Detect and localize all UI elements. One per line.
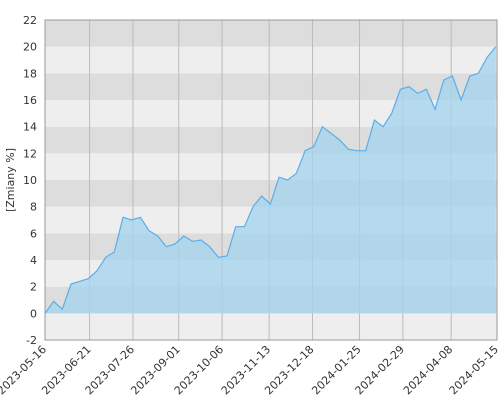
area	[45, 46, 496, 314]
y-axis-label: [Zmiany %]	[4, 148, 17, 212]
y-tick-label: 12	[23, 147, 37, 160]
line	[44, 46, 497, 314]
y-tick-label: 6	[30, 227, 37, 240]
grid-band	[45, 313, 497, 340]
x-tick-label: 2024-05-15	[447, 343, 500, 397]
y-tick-label: 18	[23, 67, 37, 80]
y-tick-label: 14	[23, 121, 37, 134]
y-tick-label: -2	[26, 334, 37, 347]
plot-border	[44, 19, 498, 341]
y-tick-label: 2	[30, 281, 37, 294]
grid-band	[45, 46, 497, 74]
y-tick-label: 4	[30, 254, 37, 267]
y-tick-label: 10	[23, 174, 37, 187]
y-tick-label: 22	[23, 14, 37, 27]
y-tick-label: 16	[23, 94, 37, 107]
grid-band	[45, 20, 497, 47]
y-tick-label: 20	[23, 41, 37, 54]
y-tick-label: 0	[30, 307, 37, 320]
y-tick-label: 8	[30, 201, 37, 214]
